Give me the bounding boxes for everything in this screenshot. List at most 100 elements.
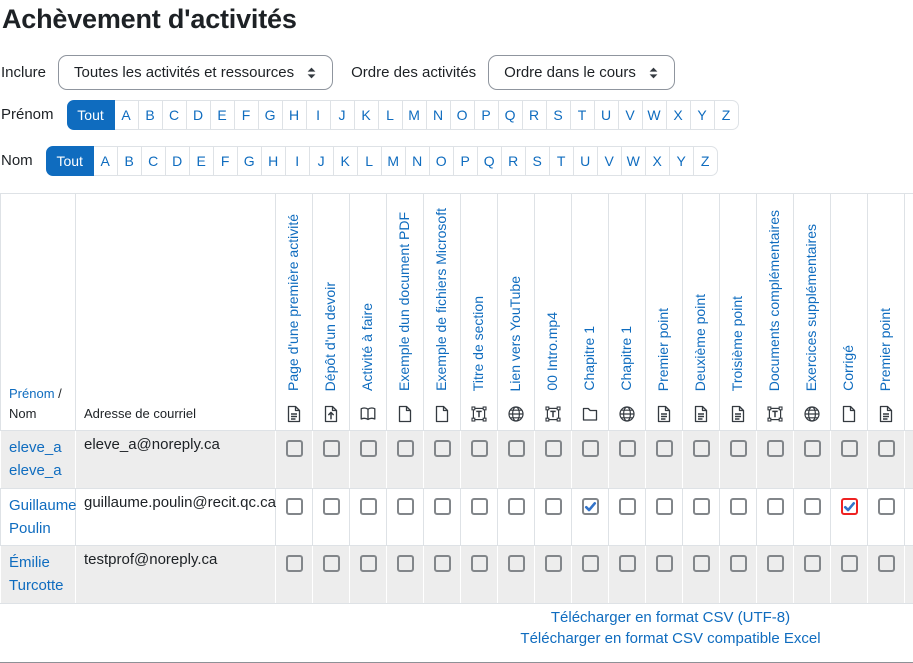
activity-link[interactable]: Corrigé [840,345,856,391]
activity-link[interactable]: Premier point [877,308,893,391]
lastname-filter-letter-q[interactable]: Q [477,146,502,176]
download-csv-excel-link[interactable]: Télécharger en format CSV compatible Exc… [0,628,913,650]
activity-link[interactable]: Exercices supplémentaires [803,224,819,391]
lastname-filter-letter-c[interactable]: C [141,146,166,176]
completion-checkbox-empty[interactable] [508,498,525,515]
lastname-filter-letter-x[interactable]: X [645,146,670,176]
completion-checkbox-empty[interactable] [434,555,451,572]
completion-checkbox-empty[interactable] [693,555,710,572]
lastname-filter-letter-l[interactable]: L [357,146,382,176]
lastname-filter-letter-i[interactable]: I [285,146,310,176]
completion-checkbox-empty[interactable] [730,555,747,572]
completion-checkbox-empty[interactable] [434,440,451,457]
firstname-filter-letter-t[interactable]: T [570,100,595,130]
completion-checkbox-empty[interactable] [619,440,636,457]
completion-checkbox-empty[interactable] [767,498,784,515]
completion-checkbox-empty[interactable] [730,498,747,515]
completion-checkbox-empty[interactable] [323,440,340,457]
activity-link[interactable]: Deuxième point [692,294,708,391]
lastname-filter-letter-f[interactable]: F [213,146,238,176]
firstname-filter-letter-k[interactable]: K [354,100,379,130]
completion-checkbox-override-checked[interactable] [841,498,858,515]
completion-checkbox-empty[interactable] [397,498,414,515]
completion-checkbox-empty[interactable] [656,498,673,515]
lastname-filter-letter-e[interactable]: E [189,146,214,176]
lastname-filter-letter-m[interactable]: M [381,146,406,176]
include-select[interactable]: Toutes les activités et ressources [58,55,333,90]
completion-checkbox-empty[interactable] [545,440,562,457]
firstname-filter-letter-d[interactable]: D [186,100,211,130]
lastname-filter-letter-g[interactable]: G [237,146,262,176]
completion-checkbox-empty[interactable] [434,498,451,515]
activity-link[interactable]: Titre de section [470,296,486,391]
firstname-filter-letter-b[interactable]: B [138,100,163,130]
activity-link[interactable]: Exemple dun document PDF [396,212,412,391]
lastname-filter-letter-t[interactable]: T [549,146,574,176]
firstname-filter-letter-a[interactable]: A [114,100,139,130]
lastname-filter-letter-j[interactable]: J [309,146,334,176]
firstname-filter-letter-h[interactable]: H [282,100,307,130]
completion-checkbox-empty[interactable] [286,440,303,457]
firstname-filter-all[interactable]: Tout [67,100,115,130]
activity-link[interactable]: Chapitre 1 [618,326,634,391]
completion-checkbox-empty[interactable] [804,555,821,572]
firstname-filter-letter-v[interactable]: V [618,100,643,130]
completion-checkbox-checked[interactable] [582,498,599,515]
firstname-filter-letter-q[interactable]: Q [498,100,523,130]
activity-link[interactable]: Chapitre 1 [581,326,597,391]
firstname-filter-letter-z[interactable]: Z [714,100,739,130]
lastname-filter-letter-o[interactable]: O [429,146,454,176]
activity-link[interactable]: Activité à faire [359,303,375,391]
completion-checkbox-empty[interactable] [397,555,414,572]
completion-checkbox-empty[interactable] [323,555,340,572]
firstname-filter-letter-c[interactable]: C [162,100,187,130]
lastname-filter-letter-a[interactable]: A [93,146,118,176]
firstname-filter-letter-l[interactable]: L [378,100,403,130]
firstname-filter-letter-g[interactable]: G [258,100,283,130]
completion-checkbox-empty[interactable] [693,440,710,457]
firstname-filter-letter-f[interactable]: F [234,100,259,130]
student-profile-link[interactable]: Guillaume Poulin [9,497,77,537]
activity-link[interactable]: Exemple de fichiers Microsoft [433,208,449,391]
completion-checkbox-empty[interactable] [323,498,340,515]
activity-link[interactable]: 00 Intro.mp4 [544,312,560,391]
completion-checkbox-empty[interactable] [841,555,858,572]
firstname-filter-letter-w[interactable]: W [642,100,667,130]
lastname-filter-letter-z[interactable]: Z [693,146,718,176]
firstname-filter-letter-m[interactable]: M [402,100,427,130]
sort-lastname-text[interactable]: Nom [9,406,36,421]
firstname-filter-letter-u[interactable]: U [594,100,619,130]
completion-checkbox-empty[interactable] [693,498,710,515]
completion-checkbox-empty[interactable] [582,440,599,457]
student-profile-link[interactable]: Émilie Turcotte [9,554,63,594]
download-csv-utf8-link[interactable]: Télécharger en format CSV (UTF-8) [0,607,913,629]
completion-checkbox-empty[interactable] [804,498,821,515]
lastname-filter-letter-v[interactable]: V [597,146,622,176]
completion-checkbox-empty[interactable] [804,440,821,457]
student-profile-link[interactable]: eleve_a eleve_a [9,439,62,479]
completion-checkbox-empty[interactable] [582,555,599,572]
order-select[interactable]: Ordre dans le cours [488,55,675,90]
firstname-filter-letter-y[interactable]: Y [690,100,715,130]
activity-link[interactable]: Lien vers YouTube [507,276,523,391]
completion-checkbox-empty[interactable] [878,555,895,572]
completion-checkbox-empty[interactable] [619,498,636,515]
completion-checkbox-empty[interactable] [656,440,673,457]
firstname-filter-letter-s[interactable]: S [546,100,571,130]
activity-link[interactable]: Troisième point [729,296,745,391]
completion-checkbox-empty[interactable] [471,440,488,457]
completion-checkbox-empty[interactable] [286,498,303,515]
completion-checkbox-empty[interactable] [508,440,525,457]
lastname-filter-letter-r[interactable]: R [501,146,526,176]
completion-checkbox-empty[interactable] [545,498,562,515]
firstname-filter-letter-x[interactable]: X [666,100,691,130]
lastname-filter-letter-p[interactable]: P [453,146,478,176]
completion-checkbox-empty[interactable] [360,440,377,457]
firstname-filter-letter-n[interactable]: N [426,100,451,130]
firstname-filter-letter-j[interactable]: J [330,100,355,130]
activity-link[interactable]: Dépôt d'un devoir [322,282,338,391]
completion-checkbox-empty[interactable] [878,440,895,457]
lastname-filter-letter-h[interactable]: H [261,146,286,176]
completion-checkbox-empty[interactable] [286,555,303,572]
lastname-filter-letter-w[interactable]: W [621,146,646,176]
